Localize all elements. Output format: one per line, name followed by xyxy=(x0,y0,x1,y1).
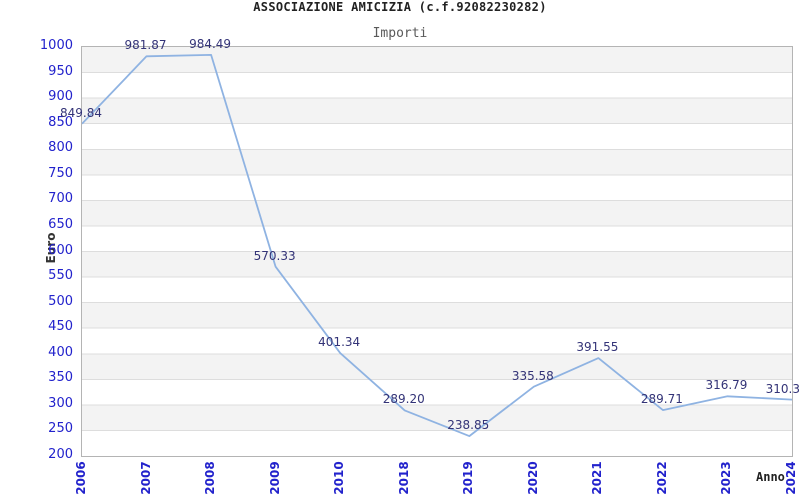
x-tick-label: 2020 xyxy=(525,461,540,495)
x-tick-label: 2022 xyxy=(654,461,669,495)
grid-band xyxy=(82,251,792,278)
x-tick-label: 2007 xyxy=(138,461,153,495)
y-tick-label: 550 xyxy=(48,268,73,284)
grid-band xyxy=(82,98,792,125)
y-tick-label: 650 xyxy=(48,216,73,232)
grid-band xyxy=(82,430,792,456)
series-line xyxy=(82,54,792,438)
x-tick-label: 2023 xyxy=(719,461,734,495)
data-point-label: 335.58 xyxy=(511,368,554,383)
x-tick-label: 2009 xyxy=(267,461,282,495)
data-point-label: 391.55 xyxy=(576,340,619,355)
y-tick-label: 750 xyxy=(48,165,73,181)
x-tick-label: 2008 xyxy=(203,461,218,495)
y-tick-label: 800 xyxy=(48,140,73,156)
x-tick-label: 2021 xyxy=(590,461,605,495)
grid-band xyxy=(82,353,792,380)
data-point-label: 981.87 xyxy=(124,38,167,53)
x-tick-label: 2006 xyxy=(74,461,88,495)
grid-band xyxy=(82,277,792,304)
grid-band xyxy=(82,123,792,150)
data-point-label: 238.85 xyxy=(447,418,490,433)
y-tick-label: 700 xyxy=(48,191,73,207)
grid-band xyxy=(82,149,792,176)
y-tick-label: 200 xyxy=(48,447,73,462)
data-point-label: 289.71 xyxy=(640,392,683,407)
x-tick-label: 2019 xyxy=(461,461,476,495)
grid-band xyxy=(82,225,792,252)
grid-band xyxy=(82,47,792,74)
grid-band xyxy=(82,328,792,355)
y-tick-label: 1000 xyxy=(39,38,73,53)
y-tick-label: 950 xyxy=(48,63,73,79)
data-point-label: 289.20 xyxy=(382,392,425,407)
data-point-label: 984.49 xyxy=(189,36,232,51)
chart-title: ASSOCIAZIONE AMICIZIA (c.f.92082230282) xyxy=(253,0,547,14)
grid-band xyxy=(82,72,792,99)
grid-band xyxy=(82,200,792,227)
grid-band xyxy=(82,302,792,329)
data-point-label: 849.84 xyxy=(60,105,102,120)
y-tick-label: 400 xyxy=(48,344,73,360)
y-tick-label: 300 xyxy=(48,395,73,411)
data-point-label: 316.79 xyxy=(705,378,748,393)
x-axis-title: Anno xyxy=(756,470,785,484)
y-tick-label: 500 xyxy=(48,293,73,309)
grid-band xyxy=(82,174,792,201)
x-tick-label: 2010 xyxy=(332,461,347,495)
x-tick-label: 2018 xyxy=(396,461,411,495)
data-point-label: 570.33 xyxy=(253,248,296,263)
y-tick-label: 850 xyxy=(48,114,73,130)
chart-subtitle: Importi xyxy=(372,26,428,41)
y-tick-label: 900 xyxy=(48,89,73,105)
y-tick-label: 250 xyxy=(48,421,73,437)
plot-area xyxy=(81,46,793,457)
data-point-label: 401.34 xyxy=(318,335,361,350)
grid-band xyxy=(82,379,792,406)
data-point-label: 310.3 xyxy=(765,381,800,396)
line-series-svg xyxy=(82,47,792,456)
y-tick-label: 450 xyxy=(48,319,73,335)
y-tick-label: 600 xyxy=(48,242,73,258)
y-tick-label: 350 xyxy=(48,370,73,386)
grid-band xyxy=(82,404,792,431)
x-tick-label: 2024 xyxy=(784,461,798,495)
